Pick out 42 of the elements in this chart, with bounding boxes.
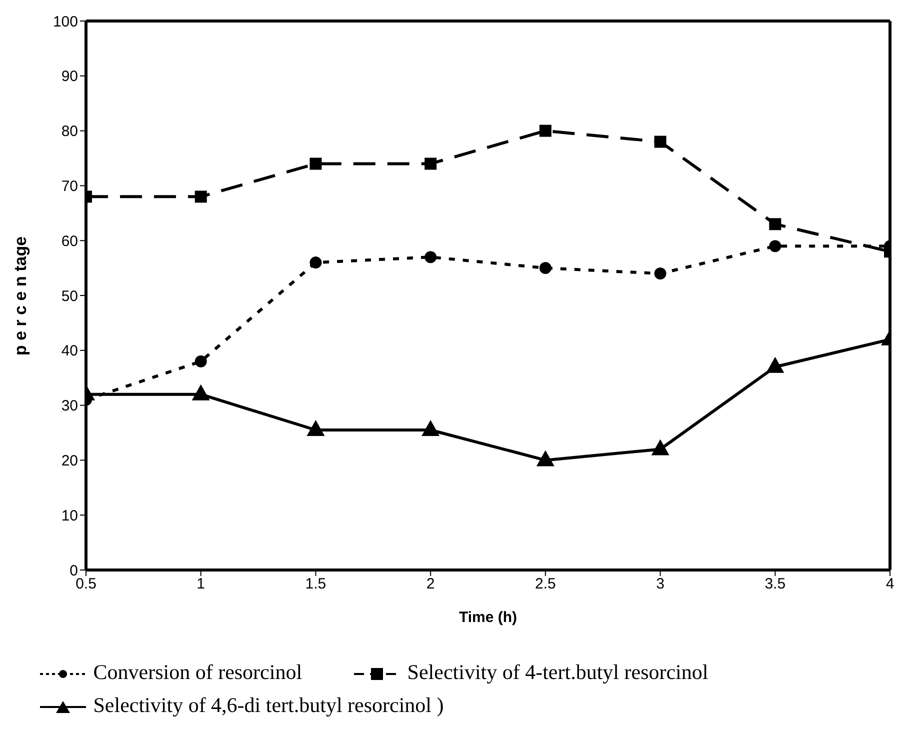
y-tick-label: 30 bbox=[61, 398, 78, 415]
point bbox=[194, 190, 207, 203]
y-tick-label: 20 bbox=[61, 452, 78, 470]
x-tick-label: 3 bbox=[656, 576, 664, 593]
point bbox=[654, 268, 666, 280]
y-tick-label: 90 bbox=[61, 68, 78, 86]
x-axis-title: Time (h) bbox=[458, 609, 518, 626]
x-tick-label: 2 bbox=[426, 576, 435, 593]
point bbox=[424, 158, 437, 170]
point bbox=[306, 420, 325, 436]
y-tick-label: 40 bbox=[61, 342, 78, 360]
point bbox=[539, 124, 552, 137]
x-tick-label: 2.5 bbox=[535, 576, 556, 593]
y-tick-label: 0 bbox=[70, 562, 78, 580]
x-tick-label: 4 bbox=[886, 576, 894, 593]
point bbox=[766, 356, 784, 373]
y-axis-title: p e r c e n tage bbox=[11, 236, 30, 356]
legend-label: Selectivity of 4-tert.butyl resorcinol bbox=[406, 660, 708, 685]
point bbox=[424, 251, 437, 264]
y-tick-label: 50 bbox=[61, 288, 78, 305]
point bbox=[769, 240, 782, 252]
x-tick-label: 1.5 bbox=[305, 576, 326, 593]
point bbox=[194, 355, 207, 368]
point bbox=[310, 158, 322, 170]
point bbox=[422, 420, 440, 436]
y-tick-label: 60 bbox=[61, 232, 78, 250]
legend-label: Selectivity of 4,6-di tert.butyl resorcinol ) bbox=[92, 693, 444, 718]
y-tick-label: 80 bbox=[61, 123, 78, 140]
legend-label: Conversion of resorcinol bbox=[92, 660, 302, 685]
point bbox=[654, 136, 666, 148]
point bbox=[536, 450, 554, 466]
point bbox=[769, 218, 782, 230]
x-tick-label: 0.5 bbox=[76, 576, 96, 593]
x-tick-label: 3.5 bbox=[764, 576, 786, 593]
point bbox=[192, 384, 210, 400]
y-tick-label: 70 bbox=[61, 178, 78, 196]
point bbox=[310, 256, 322, 269]
y-tick-label: 100 bbox=[52, 13, 78, 30]
x-tick-label: 1 bbox=[196, 576, 206, 593]
y-tick-label: 10 bbox=[61, 507, 78, 524]
point bbox=[539, 262, 552, 274]
point bbox=[651, 439, 670, 456]
